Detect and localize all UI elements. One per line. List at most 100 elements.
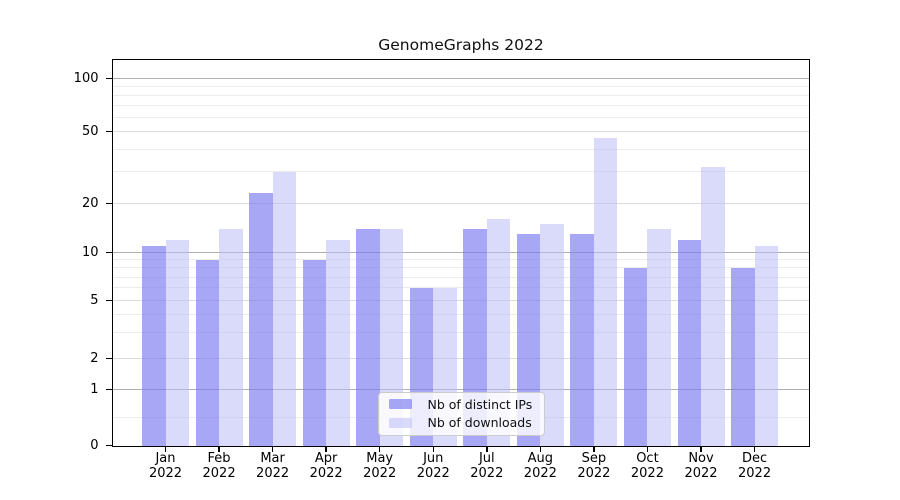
gridline-minor-3 <box>112 332 809 334</box>
bar-distinct-ips-apr <box>302 259 327 446</box>
gridline-minor-80 <box>112 95 809 97</box>
x-tick-year: 2022 <box>577 465 611 481</box>
x-tick-year: 2022 <box>148 465 183 481</box>
gridline-2 <box>112 358 809 359</box>
bar-downloads-nov <box>701 166 725 446</box>
bar-distinct-ips-nov <box>677 239 701 446</box>
gridline-minor-90 <box>112 86 809 88</box>
bar-downloads-mar <box>272 171 297 446</box>
x-tick-label-may: May 2022 <box>352 451 408 481</box>
y-tick-label-10: 10 <box>81 244 99 260</box>
x-tick-label-jun: Jun 2022 <box>405 451 461 481</box>
gridline-minor-7 <box>112 276 809 278</box>
x-tick-label-jan: Jan 2022 <box>138 451 194 481</box>
x-tick-dec <box>753 445 756 452</box>
x-tick-label-aug: Aug 2022 <box>512 451 568 481</box>
gridline-major-100 <box>112 78 809 79</box>
bar-downloads-jul <box>486 219 511 446</box>
bar-downloads-aug <box>540 223 564 446</box>
x-tick-month: Aug <box>527 450 554 466</box>
y-tick-label-5: 5 <box>90 292 99 308</box>
gridline-minor-40 <box>112 148 809 150</box>
x-tick-label-nov: Nov 2022 <box>673 451 729 481</box>
x-tick-mar <box>271 445 274 452</box>
gridline-minor-6 <box>112 287 809 289</box>
chart-title: GenomeGraphs 2022 <box>378 36 544 54</box>
gridline-50 <box>112 131 809 132</box>
x-tick-month: Mar <box>260 450 285 466</box>
gridline-minor-9 <box>112 259 809 261</box>
x-tick-year: 2022 <box>684 465 718 481</box>
gridline-minor-60 <box>112 117 809 119</box>
x-tick-label-dec: Dec 2022 <box>727 451 783 481</box>
bar-distinct-ips-mar <box>249 192 273 446</box>
x-tick-year: 2022 <box>416 465 450 481</box>
x-tick-year: 2022 <box>630 465 664 481</box>
y-tick-label-100: 100 <box>73 70 99 86</box>
gridline-5 <box>112 300 809 301</box>
y-tick-0 <box>105 444 113 447</box>
y-tick-2 <box>105 357 113 360</box>
y-tick-label-50: 50 <box>81 123 99 139</box>
legend-label-distinct-ips: Nb of distinct IPs <box>427 396 533 412</box>
x-tick-month: Oct <box>636 450 659 466</box>
bar-distinct-ips-oct <box>623 267 648 446</box>
x-tick-jul <box>486 445 488 452</box>
x-tick-year: 2022 <box>256 465 290 481</box>
x-tick-label-sep: Sep 2022 <box>566 451 622 481</box>
gridline-minor-70 <box>112 105 809 107</box>
x-tick-feb <box>218 445 220 452</box>
x-tick-oct <box>646 445 649 452</box>
legend-label-downloads: Nb of downloads <box>427 415 532 431</box>
gridline-minor-8 <box>112 267 809 269</box>
y-tick-10 <box>105 251 113 254</box>
plot-area: 0 1 2 5 10 20 50 100 Jan 2022 Feb 2022 Mar 2022 Apr 202… <box>74 58 810 481</box>
bar-downloads-oct <box>647 228 671 446</box>
x-tick-month: Jan <box>155 450 176 466</box>
bar-distinct-ips-jan <box>142 245 166 446</box>
x-tick-month: Apr <box>314 450 338 466</box>
x-tick-year: 2022 <box>363 465 397 481</box>
x-tick-jun <box>432 445 434 452</box>
y-tick-50 <box>105 130 113 133</box>
x-tick-nov <box>700 445 702 452</box>
x-tick-label-oct: Oct 2022 <box>619 451 675 481</box>
x-tick-label-mar: Mar 2022 <box>245 451 301 481</box>
x-tick-month: Sep <box>581 450 607 466</box>
x-tick-month: May <box>366 450 394 466</box>
x-tick-month: Dec <box>741 450 768 466</box>
y-tick-label-20: 20 <box>81 195 99 211</box>
bar-distinct-ips-sep <box>570 233 594 446</box>
x-tick-month: Jun <box>423 450 444 466</box>
gridline-minor-4 <box>112 314 809 316</box>
x-tick-year: 2022 <box>309 465 343 481</box>
gridline-20 <box>112 203 809 204</box>
x-tick-label-jul: Jul 2022 <box>459 451 515 481</box>
x-tick-year: 2022 <box>202 465 236 481</box>
x-tick-label-feb: Feb 2022 <box>191 451 247 481</box>
x-tick-month: Feb <box>207 450 231 466</box>
y-tick-100 <box>105 77 113 80</box>
x-tick-month: Nov <box>688 450 714 466</box>
legend-entry-downloads: Nb of downloads <box>388 415 534 431</box>
y-tick-label-1: 1 <box>90 381 99 397</box>
bar-downloads-sep <box>593 138 618 446</box>
x-tick-year: 2022 <box>738 465 772 481</box>
bar-downloads-apr <box>326 239 350 446</box>
gridline-major-1 <box>112 389 809 390</box>
bar-downloads-dec <box>754 245 779 446</box>
legend-swatch-downloads <box>388 417 412 428</box>
bar-distinct-ips-may <box>356 228 380 446</box>
bar-downloads-jan <box>165 239 189 446</box>
y-tick-5 <box>105 299 113 302</box>
legend-swatch-distinct-ips <box>388 399 412 410</box>
y-tick-1 <box>105 388 113 391</box>
bar-distinct-ips-dec <box>731 267 755 446</box>
gridline-major-10 <box>112 252 809 253</box>
x-tick-aug <box>539 445 542 452</box>
bar-distinct-ips-jul <box>463 228 487 446</box>
x-tick-label-apr: Apr 2022 <box>298 451 354 481</box>
legend: Nb of distinct IPs Nb of downloads <box>377 391 545 436</box>
x-tick-jan <box>164 445 167 452</box>
